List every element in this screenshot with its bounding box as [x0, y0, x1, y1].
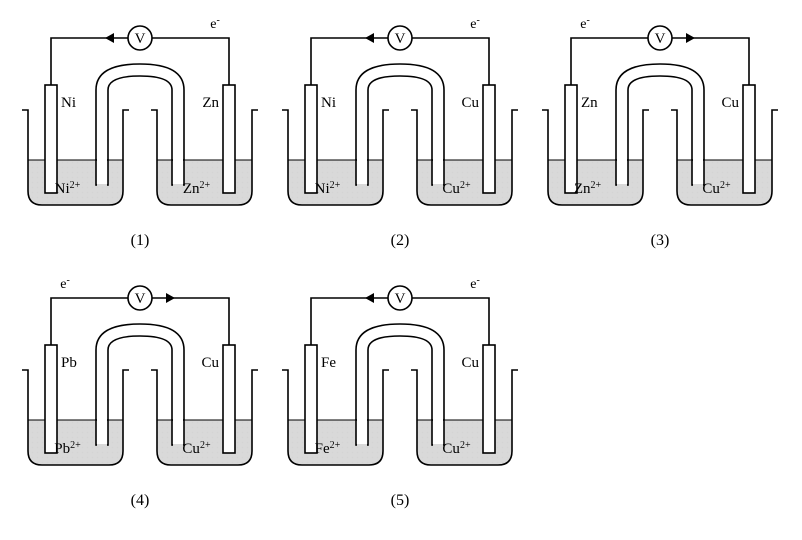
cell-number: (3) [530, 232, 790, 250]
left-electrode [45, 85, 57, 193]
galvanic-cell: V e- Pb Cu Pb2+ Cu2+ (4) [10, 270, 270, 530]
diagram-grid: V e- Ni Zn Ni2+ Zn2+ (1) [10, 10, 792, 530]
galvanic-cell: V e- Zn Cu Zn2+ Cu2+ (3) [530, 10, 790, 270]
galvanic-cell: V e- Ni Cu Ni2+ Cu2+ (2) [270, 10, 530, 270]
electron-arrow [105, 33, 114, 43]
voltmeter-label: V [395, 291, 406, 307]
left-electrode [45, 345, 57, 453]
right-electrode [223, 345, 235, 453]
electron-label: e- [580, 15, 590, 33]
right-electrode-label: Cu [461, 95, 479, 111]
right-electrode-label: Cu [721, 95, 739, 111]
electron-arrow [166, 293, 175, 303]
left-electrode [565, 85, 577, 193]
right-electrode-label: Cu [201, 355, 219, 371]
electron-arrow [365, 33, 374, 43]
left-electrode-label: Ni [61, 95, 76, 111]
voltmeter-label: V [655, 31, 666, 47]
right-electrode [483, 345, 495, 453]
voltmeter-label: V [395, 31, 406, 47]
galvanic-cell: V e- Fe Cu Fe2+ Cu2+ (5) [270, 270, 530, 530]
left-electrode-label: Pb [61, 355, 77, 371]
voltmeter-label: V [135, 31, 146, 47]
right-electrode [743, 85, 755, 193]
electron-arrow [686, 33, 695, 43]
cell-number: (1) [10, 232, 270, 250]
right-electrode-label: Cu [461, 355, 479, 371]
right-electrode [483, 85, 495, 193]
left-electrode [305, 345, 317, 453]
electron-label: e- [60, 275, 70, 293]
galvanic-cell: V e- Ni Zn Ni2+ Zn2+ (1) [10, 10, 270, 270]
electron-label: e- [470, 275, 480, 293]
cell-number: (5) [270, 492, 530, 510]
right-electrode [223, 85, 235, 193]
left-electrode-label: Fe [321, 355, 336, 371]
electron-label: e- [470, 15, 480, 33]
cell-number: (4) [10, 492, 270, 510]
electron-label: e- [210, 15, 220, 33]
electron-arrow [365, 293, 374, 303]
left-electrode-label: Ni [321, 95, 336, 111]
left-electrode [305, 85, 317, 193]
voltmeter-label: V [135, 291, 146, 307]
left-electrode-label: Zn [581, 95, 598, 111]
right-electrode-label: Zn [202, 95, 219, 111]
cell-number: (2) [270, 232, 530, 250]
